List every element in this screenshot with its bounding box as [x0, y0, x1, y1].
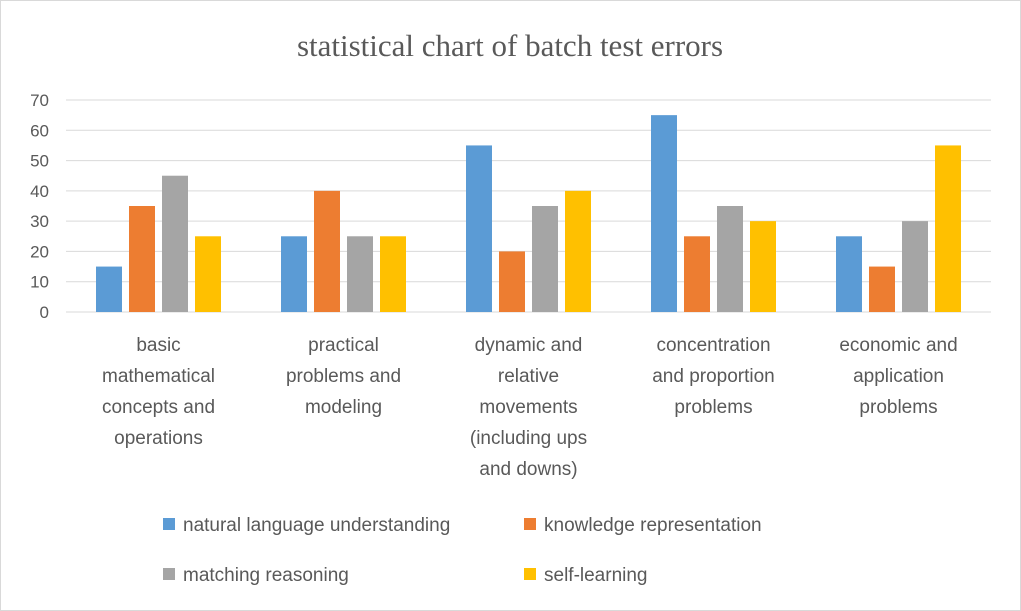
x-category-label: basic mathematical concepts and operations — [102, 335, 215, 449]
y-axis-ticks: 0 10 20 30 40 50 60 70 — [30, 91, 49, 322]
legend-swatch — [163, 518, 175, 530]
bars — [96, 115, 961, 313]
bar — [717, 206, 743, 312]
legend-label: self-learning — [544, 565, 648, 586]
bar — [96, 266, 122, 312]
bar — [466, 145, 492, 312]
bar — [380, 236, 406, 312]
bar — [565, 190, 591, 312]
x-axis-categories: basic mathematical concepts and operations p… — [102, 335, 958, 480]
bar — [750, 221, 776, 312]
legend-label: matching reasoning — [183, 565, 349, 586]
x-category-label: dynamic and relative movements (including u… — [470, 335, 587, 480]
y-tick-label: 40 — [30, 182, 49, 201]
x-category-label: practical problems and modeling — [286, 335, 401, 418]
bar — [195, 236, 221, 312]
legend-swatch — [524, 518, 536, 530]
x-category-label: economic and application problems — [839, 335, 957, 418]
bar — [532, 206, 558, 312]
y-tick-label: 60 — [30, 121, 49, 140]
y-tick-label: 30 — [30, 212, 49, 231]
chart-title: statistical chart of batch test errors — [297, 28, 723, 63]
legend-label: natural language understanding — [183, 515, 450, 536]
bar — [314, 190, 340, 312]
bar — [651, 115, 677, 313]
legend-swatch — [163, 568, 175, 580]
bar — [499, 251, 525, 312]
bar — [869, 266, 895, 312]
bar — [281, 236, 307, 312]
y-tick-label: 10 — [30, 273, 49, 292]
bar — [836, 236, 862, 312]
x-category-label: concentration and proportion problems — [652, 335, 775, 418]
y-tick-label: 50 — [30, 152, 49, 171]
legend: natural language understanding knowledge … — [163, 515, 762, 586]
bar — [162, 175, 188, 312]
y-tick-label: 20 — [30, 242, 49, 261]
y-tick-label: 0 — [40, 303, 49, 322]
bar — [935, 145, 961, 312]
bar — [902, 221, 928, 312]
legend-label: knowledge representation — [544, 515, 762, 536]
bar — [129, 206, 155, 312]
y-tick-label: 70 — [30, 91, 49, 110]
bar — [684, 236, 710, 312]
bar — [347, 236, 373, 312]
legend-swatch — [524, 568, 536, 580]
